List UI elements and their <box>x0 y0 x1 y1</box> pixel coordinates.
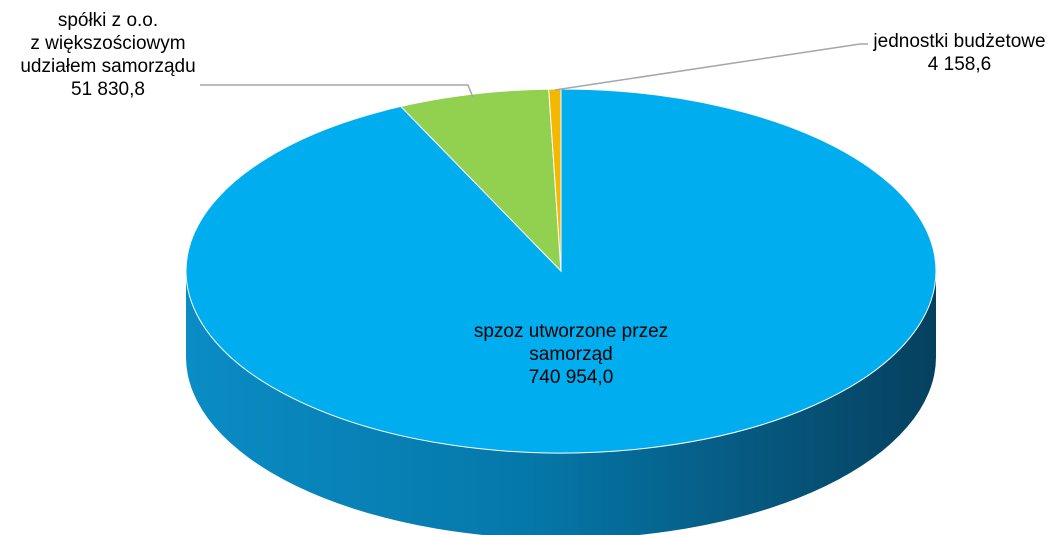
pie-side-wall <box>186 271 936 535</box>
slice-label-spzoz-line-1: spzoz utworzone przez <box>473 321 669 342</box>
slice-label-spolki-line-3: udziałem samorządu <box>20 56 196 77</box>
slice-label-spolki-line-1: spółki z o.o. <box>57 10 159 31</box>
slice-label-spolki-line-2: z większościowym <box>30 33 186 54</box>
pie-slices <box>185 88 937 454</box>
slice-spolki <box>399 88 562 273</box>
leader-lines <box>200 43 868 98</box>
slice-value-spolki: 51 830,8 <box>71 79 145 100</box>
slice-label-spzoz: spzoz utworzone przez samorząd 740 954,0 <box>440 320 702 389</box>
leader-line-spolki <box>200 84 474 98</box>
slice-label-spzoz-line-2: samorząd <box>529 344 613 365</box>
pie-side-wall-shape <box>186 271 936 535</box>
slice-label-jednostki-line-1: jednostki budżetowe <box>873 31 1046 52</box>
slice-label-jednostki: jednostki budżetowe 4 158,6 <box>862 30 1057 76</box>
slice-value-spzoz: 740 954,0 <box>528 367 614 388</box>
leader-line-jednostki <box>554 43 868 91</box>
slice-value-jednostki: 4 158,6 <box>927 54 992 75</box>
slice-label-spolki: spółki z o.o. z większościowym udziałem … <box>0 9 216 101</box>
